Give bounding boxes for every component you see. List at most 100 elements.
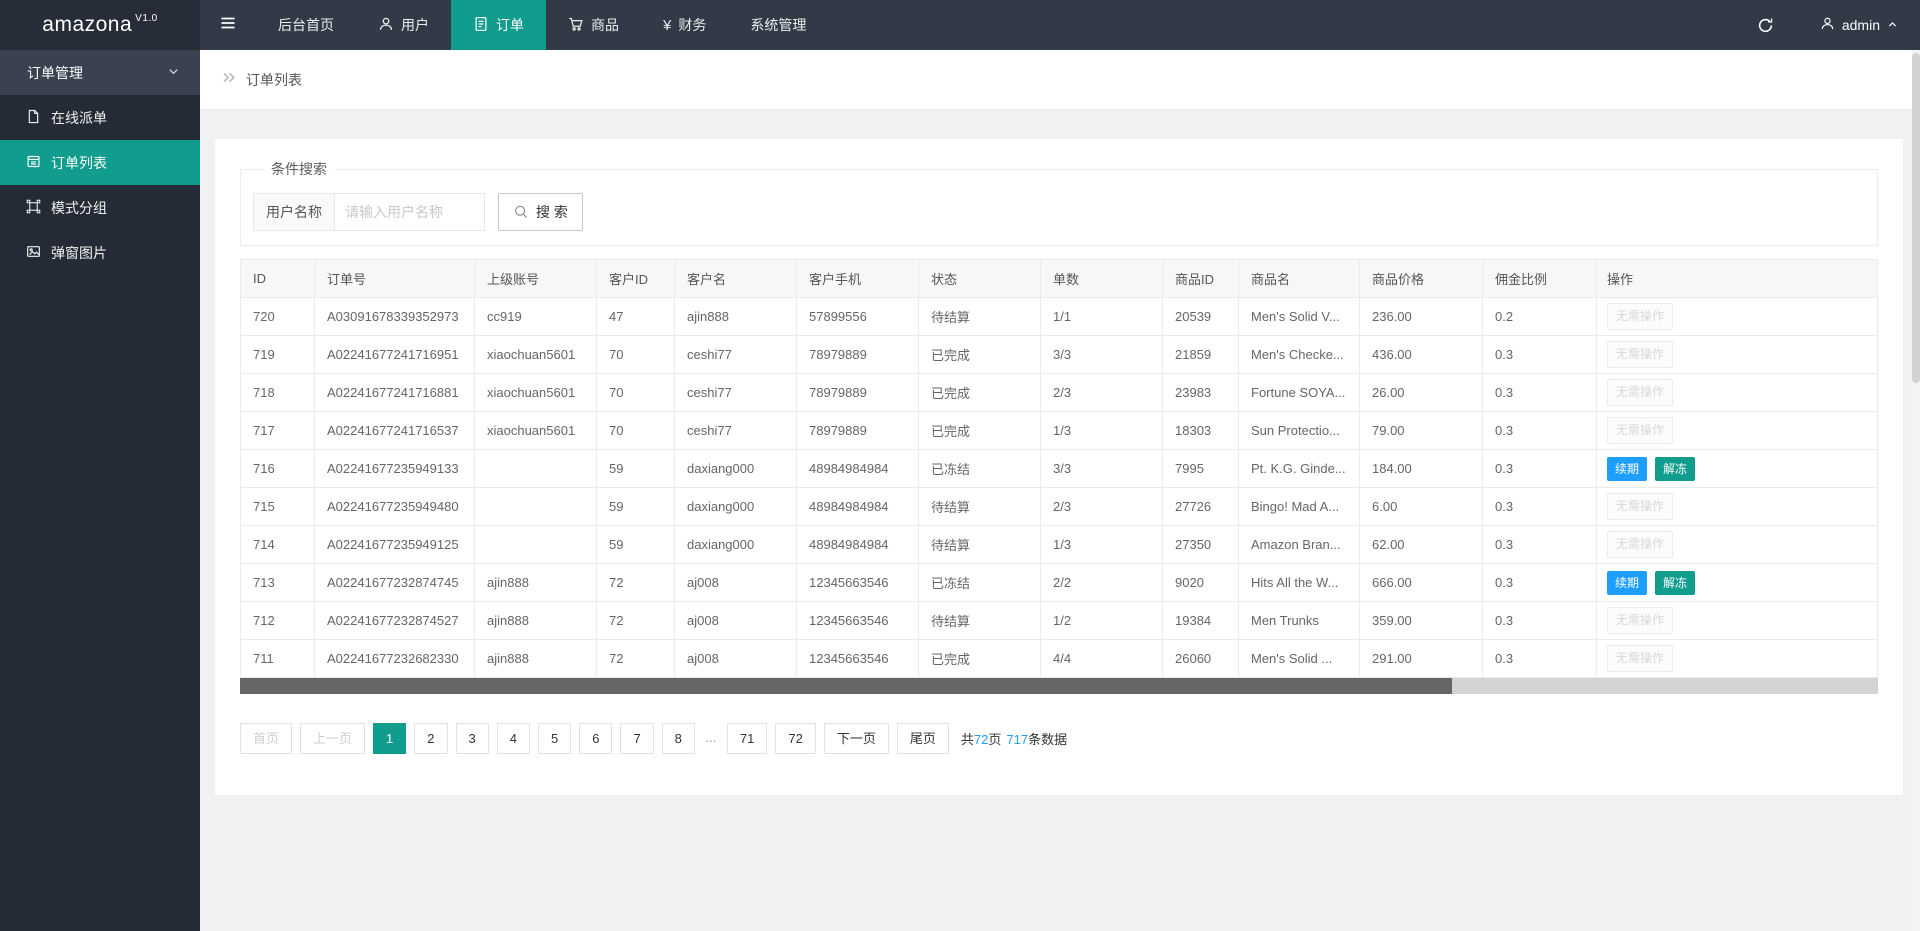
cell-order-count: 1/1 (1040, 297, 1163, 336)
sidebar-group-label: 订单管理 (27, 64, 83, 81)
order-table: ID 订单号 上级账号 客户ID 客户名 客户手机 状态 单数 商品ID 商品名 商品价格 佣金比例操… (240, 259, 1878, 678)
cell-customer-name: ceshi77 (674, 411, 797, 450)
cell-order-no: A02241677235949125 (314, 525, 475, 564)
cell-order-count: 2/2 (1040, 563, 1163, 602)
page-button-下一页[interactable]: 下一页 (823, 723, 889, 754)
app-version: V1.0 (135, 12, 158, 24)
cell-customer-phone: 12345663546 (796, 639, 919, 678)
column-header: 操作 (1596, 259, 1878, 298)
cell-product-name: Bingo! Mad A... (1238, 487, 1360, 526)
cell-product-id: 27350 (1162, 525, 1239, 564)
cell-order-count: 3/3 (1040, 335, 1163, 374)
cell-product-price: 6.00 (1359, 487, 1483, 526)
cell-product-price: 359.00 (1359, 601, 1483, 640)
column-header: 上级账号 (474, 259, 597, 298)
cell-order-no: A02241677241716881 (314, 373, 475, 412)
cell-parent-account: ajin888 (474, 563, 597, 602)
sidebar-item-online-dispatch[interactable]: 在线派单 (0, 95, 200, 140)
cell-actions: 续期 解冻 (1596, 449, 1878, 488)
search-button-label: 搜 索 (536, 204, 568, 220)
page-button-6[interactable]: 6 (579, 723, 613, 754)
nav-item-products[interactable]: 商品 (546, 0, 641, 50)
sidebar-item-popup-image[interactable]: 弹窗图片 (0, 230, 200, 275)
cell-customer-name: ajin888 (674, 297, 797, 336)
cell-order-count: 4/4 (1040, 639, 1163, 678)
page-button-1[interactable]: 1 (373, 723, 407, 754)
page-button-3[interactable]: 3 (455, 723, 489, 754)
vertical-scrollbar-thumb[interactable] (1912, 53, 1920, 383)
unfreeze-button[interactable]: 解冻 (1655, 570, 1696, 595)
list-icon (26, 154, 41, 172)
order-icon (473, 16, 489, 35)
nav-item-label: 财务 (678, 17, 707, 33)
username-input[interactable] (335, 193, 485, 231)
page-button-2[interactable]: 2 (414, 723, 448, 754)
cell-commission-ratio: 0.3 (1482, 487, 1597, 526)
cell-actions: 无需操作 (1596, 411, 1878, 450)
page-button-尾页[interactable]: 尾页 (896, 723, 949, 754)
unfreeze-button[interactable]: 解冻 (1655, 456, 1696, 481)
page-button-8[interactable]: 8 (661, 723, 695, 754)
nav-item-users[interactable]: 用户 (356, 0, 451, 50)
order-list-card: 条件搜索 用户名称 搜 索 ID订单号上级账号客户ID客户名客户手机状态单数商品… (215, 139, 1903, 795)
page-button-71[interactable]: 71 (726, 723, 768, 754)
cell-customer-name: daxiang000 (674, 487, 797, 526)
page-button-5[interactable]: 5 (537, 723, 572, 754)
column-header: 客户名 (674, 259, 797, 298)
cell-customer-name: aj008 (674, 601, 797, 640)
image-icon (26, 244, 41, 262)
sidebar-item-mode-group[interactable]: 模式分组 (0, 185, 200, 230)
cell-commission-ratio: 0.3 (1482, 639, 1597, 678)
cell-customer-name: aj008 (674, 563, 797, 602)
horizontal-scrollbar-thumb[interactable] (240, 678, 1453, 694)
page-button-4[interactable]: 4 (496, 723, 530, 754)
page-button-7[interactable]: 7 (620, 723, 654, 754)
search-button[interactable]: 搜 索 (498, 193, 583, 231)
cell-customer-phone: 48984984984 (796, 449, 919, 488)
refresh-button[interactable] (1757, 17, 1774, 34)
user-icon (1820, 16, 1835, 34)
cell-parent-account (474, 449, 597, 488)
nav-item-orders[interactable]: 订单 (451, 0, 546, 50)
sidebar-group-order-management[interactable]: 订单管理 (0, 50, 200, 95)
nav-item-label: 系统管理 (750, 17, 807, 33)
admin-menu[interactable]: admin (1820, 16, 1898, 34)
app-logo-text: amazona (42, 13, 133, 36)
page-vertical-scrollbar[interactable] (1912, 50, 1920, 931)
cell-order-count: 1/2 (1040, 601, 1163, 640)
nav-item-home[interactable]: 后台首页 (256, 0, 356, 50)
chevron-down-icon (167, 65, 180, 81)
table-row: 717 A02241677241716537 xiaochuan5601 70 … (240, 411, 1878, 450)
sidebar-item-order-list[interactable]: 订单列表 (0, 140, 200, 185)
cell-parent-account (474, 525, 597, 564)
cell-order-no: A02241677235949133 (314, 449, 475, 488)
cell-id: 716 (240, 449, 315, 488)
cell-commission-ratio: 0.3 (1482, 601, 1597, 640)
cell-customer-phone: 78979889 (796, 373, 919, 412)
cell-order-count: 2/3 (1040, 373, 1163, 412)
nav-item-label: 订单 (496, 17, 524, 33)
document-icon (26, 109, 41, 127)
cell-customer-id: 70 (596, 335, 675, 374)
cell-commission-ratio: 0.3 (1482, 373, 1597, 412)
cell-id: 717 (240, 411, 315, 450)
page-button-72[interactable]: 72 (775, 723, 816, 754)
cell-product-id: 19384 (1162, 601, 1239, 640)
nav-item-system[interactable]: 系统管理 (728, 0, 828, 50)
cell-customer-id: 59 (596, 449, 675, 488)
cell-id: 715 (240, 487, 315, 526)
sidebar-toggle-button[interactable] (200, 0, 256, 50)
cell-order-no: A02241677241716537 (314, 411, 475, 450)
cell-actions: 续期 解冻 (1596, 563, 1878, 602)
cell-customer-phone: 48984984984 (796, 487, 919, 526)
cell-product-price: 291.00 (1359, 639, 1483, 678)
renew-button[interactable]: 续期 (1607, 570, 1648, 595)
renew-button[interactable]: 续期 (1607, 456, 1648, 481)
nav-item-finance[interactable]: ¥ 财务 (641, 0, 728, 50)
cell-product-id: 7995 (1162, 449, 1239, 488)
column-header: 商品ID (1162, 259, 1239, 298)
cell-id: 720 (240, 297, 315, 336)
cell-order-no: A02241677232874745 (314, 563, 475, 602)
group-select-icon (26, 199, 41, 217)
table-horizontal-scrollbar[interactable] (240, 678, 1878, 694)
